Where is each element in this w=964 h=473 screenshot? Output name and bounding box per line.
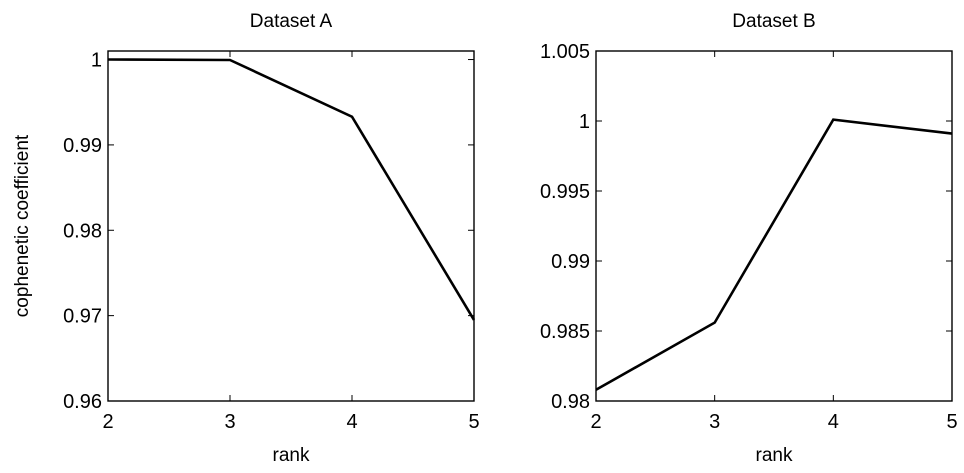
x-tick-label: 4 [346,411,357,433]
x-axis-label: rank [756,445,793,466]
y-tick-label: 0.97 [63,306,102,328]
plot-area [595,50,953,402]
series-line [595,118,953,391]
y-tick-label: 1 [91,50,102,72]
y-tick-label: 0.99 [551,251,590,273]
panel-dataset-b: Dataset B 2 3 4 5 0.98 0.985 0.99 0.995 1 1.005 ran… [540,11,958,466]
x-tick-label: 2 [590,411,601,433]
x-tick-label: 2 [102,411,113,433]
x-tick-label: 3 [224,411,235,433]
x-tick-label: 5 [946,411,957,433]
chart-title: Dataset A [250,11,333,32]
panel-dataset-a: Dataset A 2 3 4 5 0.96 0.97 0.98 0.99 1 rank cophen… [12,11,480,466]
x-tick-label: 4 [828,411,839,433]
plot-area [107,50,475,402]
y-tick-label: 1 [579,111,590,133]
x-tick-label: 3 [709,411,720,433]
x-tick-label: 5 [468,411,479,433]
y-tick-label: 1.005 [540,41,590,63]
y-tick-label: 0.985 [540,321,590,343]
y-tick-label: 0.995 [540,181,590,203]
y-tick-label: 0.99 [63,135,102,157]
chart-title: Dataset B [732,11,815,32]
series-line [107,58,476,321]
y-axis-label: cophenetic coefficient [12,134,33,317]
y-tick-label: 0.96 [63,391,102,413]
x-axis-label: rank [273,445,310,466]
y-tick-label: 0.98 [551,391,590,413]
y-tick-label: 0.98 [63,220,102,242]
